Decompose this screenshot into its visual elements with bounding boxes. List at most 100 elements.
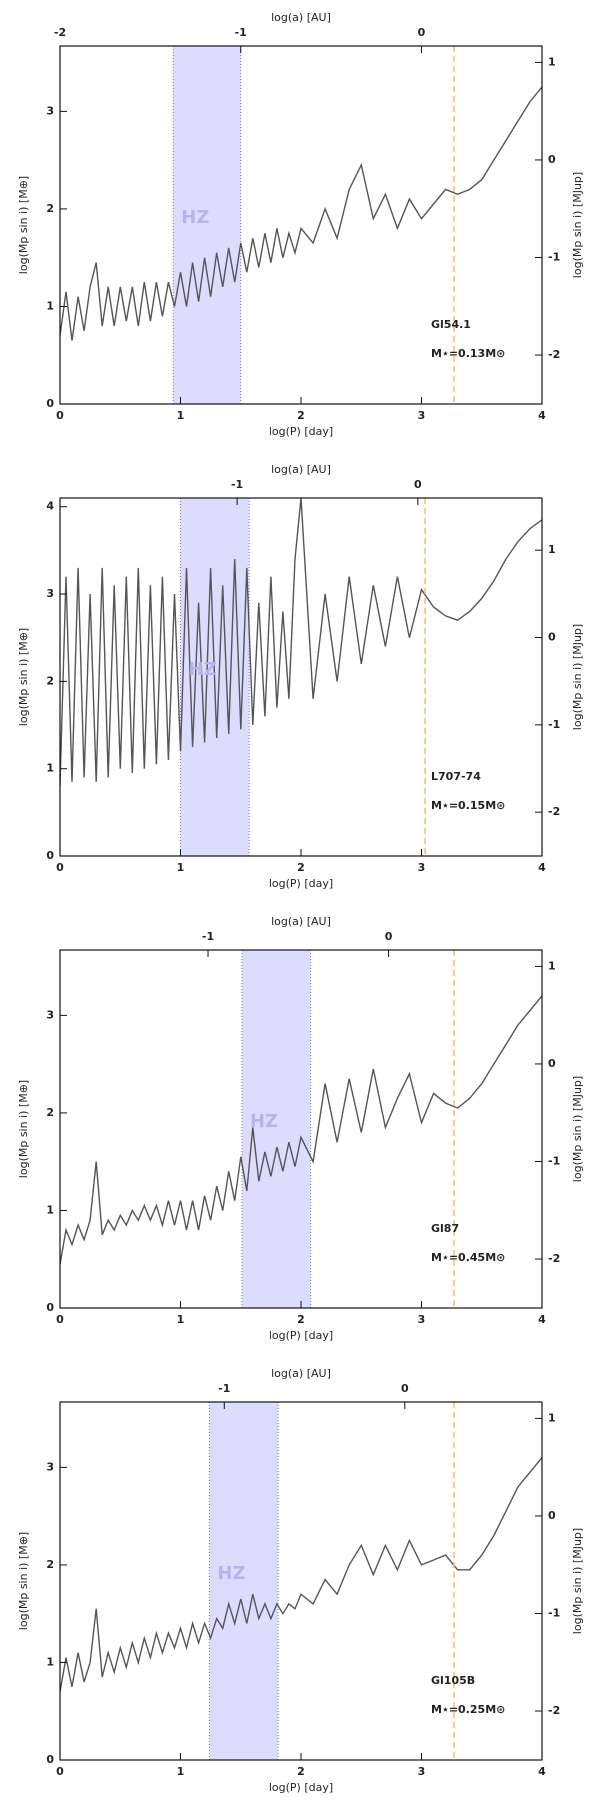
x-tick-label: 3 [418,1313,426,1326]
x-tick-label: 0 [56,1765,64,1778]
x-tick-label: 1 [177,1765,185,1778]
hz-label: HZ [181,207,209,228]
y2-tick-label: -2 [548,348,560,361]
hz-label: HZ [217,1563,245,1584]
x2-tick-label: -1 [231,478,243,491]
star-name: Gl87 [431,1222,459,1235]
habitable-zone [209,1402,279,1760]
y-tick-label: 0 [46,849,54,862]
y-tick-label: 3 [46,587,54,600]
y-tick-label: 1 [46,299,54,312]
y2-tick-label: 0 [548,153,556,166]
x-axis-label: log(P) [day] [269,425,333,438]
y-tick-label: 2 [46,1106,54,1119]
x2-axis-label: log(a) [AU] [271,915,331,928]
y-axis-label: log(Mp sin i) [M⊕] [17,1080,30,1178]
y-tick-label: 1 [46,1203,54,1216]
y-axis-label: log(Mp sin i) [M⊕] [17,628,30,726]
y-tick-label: 3 [46,1008,54,1021]
y2-tick-label: 0 [548,1057,556,1070]
plot-area [60,995,542,1265]
y-tick-label: 3 [46,104,54,117]
habitable-zone [173,46,241,404]
y-tick-label: 4 [46,500,54,513]
x2-tick-label: -1 [235,26,247,39]
y-tick-label: 3 [46,1460,54,1473]
x2-tick-label: 0 [418,26,426,39]
star-mass: M⋆=0.15M⊙ [431,799,505,812]
x2-tick-label: 0 [401,1382,409,1395]
x-tick-label: 4 [538,861,546,874]
x-tick-label: 0 [56,1313,64,1326]
y2-axis-label: log(Mp sin i) [MJup] [571,1528,584,1634]
plot-area [60,1457,542,1692]
x-axis-label: log(P) [day] [269,1781,333,1794]
x-tick-label: 3 [418,1765,426,1778]
x2-axis-label: log(a) [AU] [271,463,331,476]
y2-tick-label: -1 [548,718,560,731]
y2-tick-label: 1 [548,55,556,68]
x-tick-label: 4 [538,1313,546,1326]
y-axis-label: log(Mp sin i) [M⊕] [17,176,30,274]
y2-tick-label: 0 [548,1509,556,1522]
x-tick-label: 3 [418,861,426,874]
x-tick-label: 0 [56,409,64,422]
y2-tick-label: 0 [548,631,556,644]
y-tick-label: 0 [46,1753,54,1766]
star-mass: M⋆=0.45M⊙ [431,1251,505,1264]
x2-axis-label: log(a) [AU] [271,1367,331,1380]
y2-tick-label: -2 [548,1252,560,1265]
star-name: L707-74 [431,770,481,783]
x-tick-label: 3 [418,409,426,422]
y2-tick-label: -1 [548,250,560,263]
y-tick-label: 1 [46,1655,54,1668]
star-name: Gl105B [431,1674,475,1687]
detection-limit-line [60,498,542,787]
x2-axis-label: log(a) [AU] [271,11,331,24]
y2-tick-label: 1 [548,543,556,556]
hz-label: HZ [189,659,217,680]
y2-axis-label: log(Mp sin i) [MJup] [571,1076,584,1182]
y2-tick-label: 1 [548,1411,556,1424]
y-tick-label: 0 [46,1301,54,1314]
y2-tick-label: -2 [548,1704,560,1717]
y-axis-label: log(Mp sin i) [M⊕] [17,1532,30,1630]
hz-label: HZ [250,1111,278,1132]
y2-tick-label: -1 [548,1154,560,1167]
x-axis-label: log(P) [day] [269,877,333,890]
y2-axis-label: log(Mp sin i) [MJup] [571,624,584,730]
x-tick-label: 2 [297,409,305,422]
x-tick-label: 4 [538,1765,546,1778]
x-tick-label: 1 [177,861,185,874]
plot-area [60,498,542,787]
plot-area [60,86,542,341]
x2-tick-label: -1 [202,930,214,943]
x2-tick-label: 0 [414,478,422,491]
detection-limit-line [60,995,542,1265]
y-tick-label: 2 [46,202,54,215]
x-tick-label: 1 [177,409,185,422]
x2-tick-label: -2 [54,26,66,39]
x-tick-label: 2 [297,861,305,874]
x-tick-label: 1 [177,1313,185,1326]
star-mass: M⋆=0.25M⊙ [431,1703,505,1716]
y-tick-label: 2 [46,674,54,687]
x-axis-label: log(P) [day] [269,1329,333,1342]
x-tick-label: 2 [297,1765,305,1778]
x2-tick-label: 0 [385,930,393,943]
y2-axis-label: log(Mp sin i) [MJup] [571,172,584,278]
y2-tick-label: -1 [548,1606,560,1619]
y-tick-label: 1 [46,762,54,775]
x-tick-label: 2 [297,1313,305,1326]
star-name: Gl54.1 [431,318,471,331]
x-tick-label: 0 [56,861,64,874]
x2-tick-label: -1 [218,1382,230,1395]
y-tick-label: 2 [46,1558,54,1571]
y2-tick-label: -2 [548,805,560,818]
star-mass: M⋆=0.13M⊙ [431,347,505,360]
detection-limit-line [60,1457,542,1692]
